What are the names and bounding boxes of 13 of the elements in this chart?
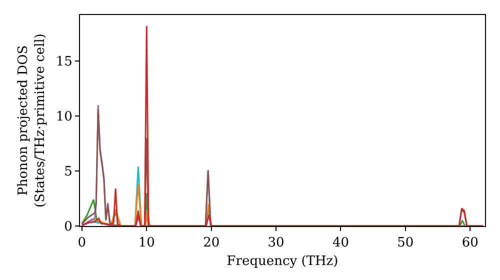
x-tick-label: 60: [462, 236, 478, 251]
y-tick-label: 0: [64, 220, 72, 235]
x-tick-label: 10: [138, 236, 155, 251]
x-tick-label: 40: [332, 236, 350, 251]
y-tick-label: 15: [56, 54, 72, 70]
x-tick-label: 20: [203, 236, 220, 251]
x-tick-label: 0: [78, 236, 86, 251]
y-tick-label: 5: [64, 164, 72, 180]
x-tick-label: 50: [397, 236, 414, 251]
x-tick-label: 30: [268, 236, 284, 251]
x-axis-title: Frequency (THz): [226, 254, 338, 270]
y-tick-label: 10: [56, 110, 72, 125]
y-axis-title: Phonon projected DOS (States/THz·primitive cell): [16, 33, 48, 208]
